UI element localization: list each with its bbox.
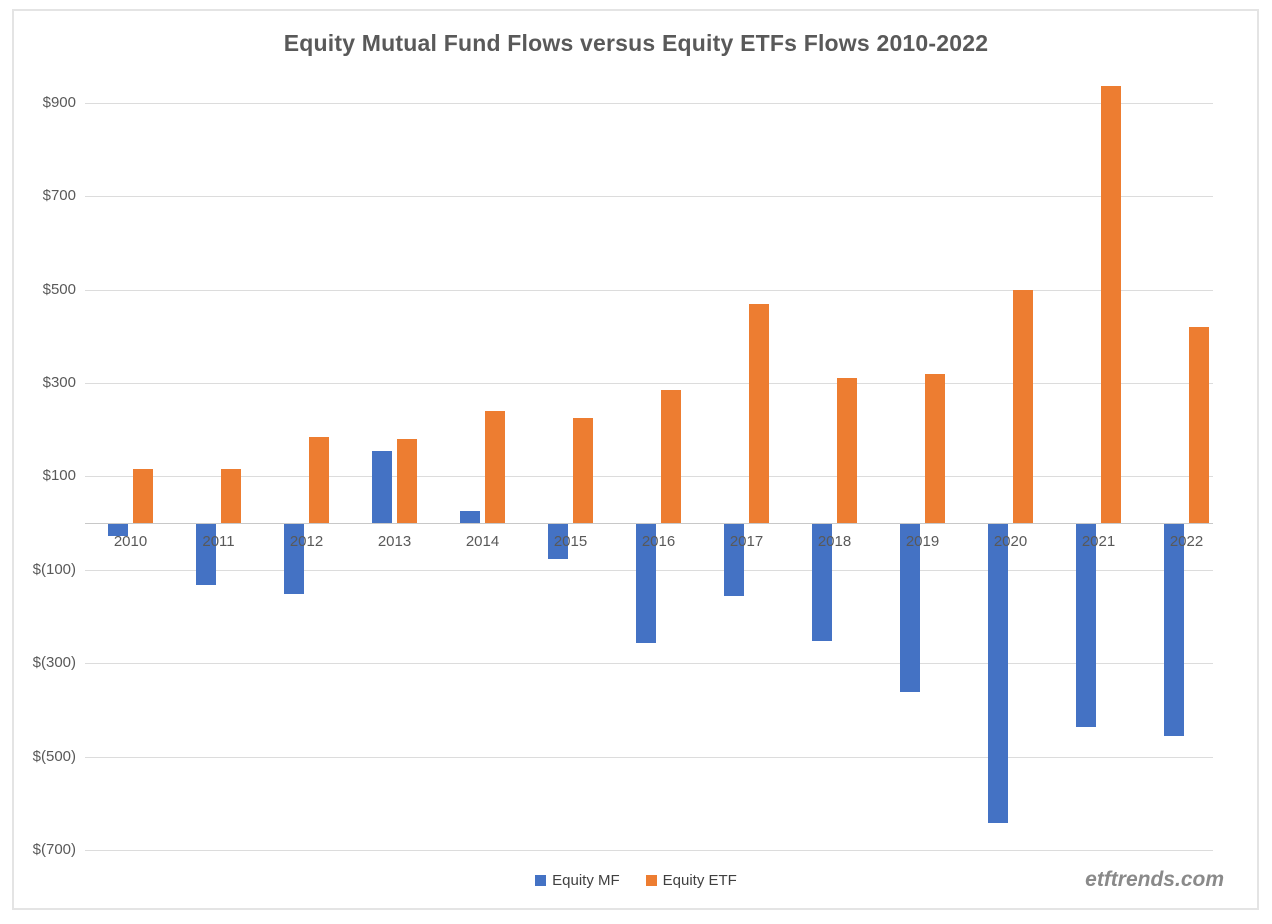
y-axis-tick-label: $(500) [32,747,76,765]
gridline [85,756,1213,758]
x-axis-line [85,523,1213,524]
legend-label: Equity MF [552,872,620,889]
bar-equity-etf-2021 [1101,86,1121,523]
bar-equity-mf-2021 [1076,524,1096,728]
legend-item-equity-etf: Equity ETF [645,872,737,889]
x-axis-tick-label: 2017 [729,533,764,550]
bar-equity-etf-2011 [221,469,241,523]
bar-equity-etf-2016 [661,389,681,523]
x-axis-tick-label: 2010 [113,533,148,550]
bar-equity-mf-2020 [988,524,1008,823]
x-axis-tick-label: 2016 [641,533,676,550]
y-axis-tick-label: $500 [42,280,76,298]
gridline [85,102,1213,104]
x-axis-tick-label: 2021 [1081,533,1116,550]
bar-equity-etf-2014 [485,410,505,523]
x-axis-tick-label: 2015 [553,533,588,550]
bar-equity-etf-2022 [1189,326,1209,523]
bar-equity-mf-2012 [284,524,304,595]
bar-equity-mf-2011 [196,524,216,585]
bar-equity-etf-2018 [837,378,857,523]
x-axis-tick-label: 2020 [993,533,1028,550]
bar-equity-mf-2019 [900,524,920,693]
bar-equity-mf-2022 [1164,524,1184,737]
gridline [85,196,1213,198]
gridline [85,289,1213,291]
x-axis-tick-label: 2013 [377,533,412,550]
legend-swatch-icon [535,875,547,886]
x-axis-tick-label: 2018 [817,533,852,550]
gridline [85,663,1213,665]
legend-item-equity-mf: Equity MF [535,872,620,889]
y-axis-tick-label: $300 [42,373,76,391]
bar-equity-etf-2013 [397,438,417,523]
bar-equity-etf-2010 [133,469,153,523]
bar-equity-etf-2017 [749,303,769,523]
bar-equity-mf-2014 [460,511,480,523]
gridline [85,382,1213,384]
gridline [85,476,1213,478]
y-axis-tick-label: $700 [42,187,76,205]
bar-equity-etf-2019 [925,373,945,523]
x-axis-tick-label: 2014 [465,533,500,550]
x-axis-tick-label: 2012 [289,533,324,550]
y-axis-tick-label: $900 [42,93,76,111]
bar-equity-etf-2015 [573,417,593,523]
watermark: etftrends.com [1085,868,1224,891]
y-axis-tick-label: $(700) [32,840,76,858]
bar-equity-mf-2010 [108,524,128,536]
y-axis-tick-label: $(100) [32,560,76,578]
y-axis-tick-label: $100 [42,467,76,485]
bar-equity-etf-2020 [1013,289,1033,523]
bar-equity-mf-2015 [548,524,568,560]
chart-title: Equity Mutual Fund Flows versus Equity E… [283,30,989,56]
x-axis-tick-label: 2022 [1169,533,1204,550]
x-axis-tick-label: 2019 [905,533,940,550]
bar-equity-etf-2012 [309,436,329,523]
bar-equity-mf-2017 [724,524,744,597]
x-axis-tick-label: 2011 [202,533,235,550]
y-axis-tick-label: $(300) [32,654,76,672]
bar-equity-mf-2013 [372,450,392,523]
legend: Equity MF Equity ETF [0,872,1272,889]
bar-equity-mf-2016 [636,524,656,644]
legend-label: Equity ETF [662,872,737,889]
bar-equity-mf-2018 [812,524,832,641]
legend-swatch-icon [645,875,657,886]
gridline [85,849,1213,851]
